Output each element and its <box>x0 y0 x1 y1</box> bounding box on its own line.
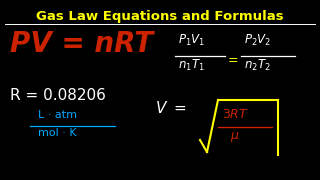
Text: =: = <box>228 54 239 67</box>
Text: $V\ =$: $V\ =$ <box>155 100 187 116</box>
Text: mol · K: mol · K <box>38 128 76 138</box>
Text: R = 0.08206: R = 0.08206 <box>10 88 106 103</box>
Text: $n_1T_1$: $n_1T_1$ <box>178 58 205 73</box>
Text: $\mu$: $\mu$ <box>230 130 240 144</box>
Text: L · atm: L · atm <box>38 110 77 120</box>
Text: $P_2V_2$: $P_2V_2$ <box>244 33 271 48</box>
Text: $n_2T_2$: $n_2T_2$ <box>244 58 271 73</box>
Text: PV = nRT: PV = nRT <box>10 30 153 58</box>
Text: $P_1V_1$: $P_1V_1$ <box>178 33 205 48</box>
Text: $3RT$: $3RT$ <box>222 108 249 121</box>
Text: Gas Law Equations and Formulas: Gas Law Equations and Formulas <box>36 10 284 23</box>
